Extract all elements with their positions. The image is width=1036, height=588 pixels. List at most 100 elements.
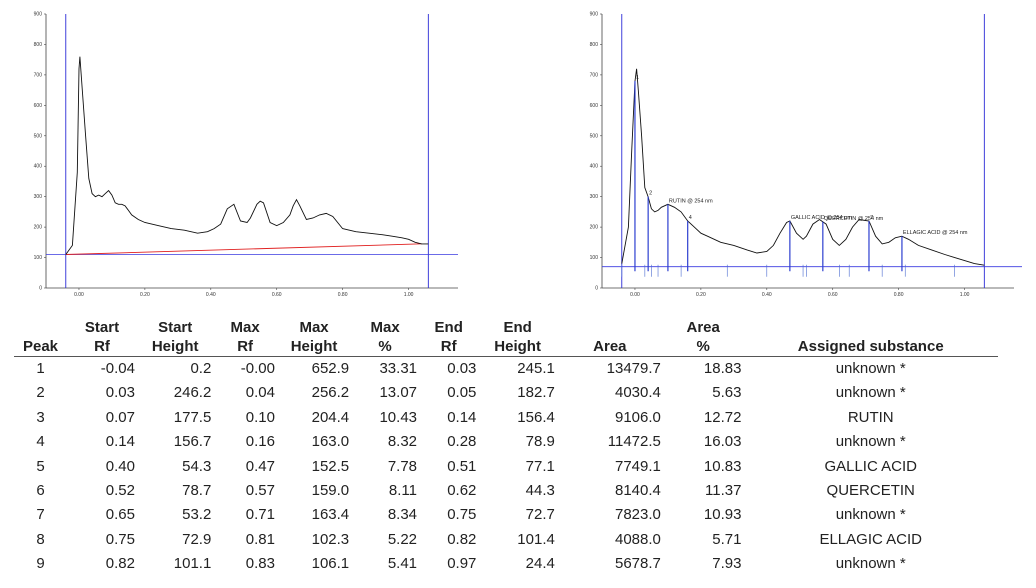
- table-cell: 0.10: [245, 408, 275, 426]
- table-cell: 101.4: [517, 530, 555, 548]
- table-cell: 256.2: [311, 384, 350, 402]
- substance-cell: RUTIN: [847, 408, 894, 426]
- table-cell: 18.83: [703, 360, 742, 377]
- table-cell: 106.1: [311, 555, 350, 573]
- table-cell: 10.43: [379, 408, 418, 426]
- table-cell: 0.16: [245, 433, 275, 451]
- peak-label: 2: [649, 191, 652, 197]
- substance-cell: unknown *: [835, 433, 906, 451]
- table-row: 4 0.14 156.7 0.16 163.0 8.32 0.28 78.9 11472.5 16…: [14, 430, 998, 454]
- table-cell: 245.1: [517, 360, 555, 377]
- table-row: 7 0.65 53.2 0.71 163.4 8.34 0.75 72.7 7823.0 10.9…: [14, 503, 998, 527]
- column-header-line: Rf: [440, 338, 457, 355]
- y-tick-label: 500: [34, 133, 43, 139]
- table-cell: 0.97: [447, 555, 477, 573]
- table-cell: 53.2: [182, 506, 212, 524]
- table-cell: 0.75: [105, 530, 135, 548]
- substance-cell: GALLIC ACID: [824, 457, 917, 475]
- table-cell: 0.40: [105, 457, 135, 475]
- y-tick-label: 0: [595, 286, 598, 292]
- y-tick-label: 400: [590, 164, 599, 170]
- table-row: 8 0.75 72.9 0.81 102.3 5.22 0.82 101.4 4088.0 5.7…: [14, 528, 998, 552]
- table-cell: 10.83: [703, 457, 742, 475]
- x-tick-label: 0.60: [272, 292, 282, 298]
- table-cell: 163.0: [311, 433, 350, 451]
- column-header-line: Height: [151, 338, 199, 355]
- series-trace: [65, 56, 429, 255]
- table-cell: 0.57: [245, 482, 275, 500]
- table-cell: 9106.0: [614, 408, 661, 426]
- table-cell: 7749.1: [614, 457, 661, 475]
- peak-table: Peak Start Rf Start Height Max Rf Max Height Max%…: [14, 318, 998, 577]
- table-cell: 0.14: [447, 408, 477, 426]
- table-row: 6 0.52 78.7 0.57 159.0 8.11 0.62 44.3 8140.4 11.3…: [14, 479, 998, 503]
- substance-cell: unknown *: [835, 384, 906, 402]
- table-cell: 652.9: [311, 360, 350, 377]
- table-cell: 0.71: [245, 506, 275, 524]
- y-tick-label: 900: [34, 12, 43, 18]
- column-header: End Height: [478, 318, 557, 357]
- table-cell: 7.93: [712, 555, 742, 573]
- column-header: Area%: [662, 318, 744, 357]
- substance-cell: unknown *: [835, 506, 906, 524]
- column-header: Max Rf: [213, 318, 277, 357]
- peak-label: GALLIC ACID @ 254 nm: [791, 215, 852, 221]
- substance-cell: ELLAGIC ACID: [819, 530, 922, 548]
- peak-label: ELLAGIC ACID @ 254 nm: [903, 230, 968, 236]
- table-cell: 11472.5: [607, 433, 661, 451]
- y-tick-label: 100: [590, 255, 599, 261]
- substance-cell: unknown *: [835, 360, 906, 377]
- table-cell: 177.5: [173, 408, 212, 426]
- table-cell: 0.03: [447, 360, 477, 377]
- peak-label: 1: [636, 75, 639, 81]
- table-row: 5 0.40 54.3 0.47 152.5 7.78 0.51 77.1 7749.1 10.8…: [14, 455, 998, 479]
- column-header: Start Rf: [67, 318, 137, 357]
- table-cell: 182.7: [517, 384, 555, 402]
- table-cell: 0.83: [245, 555, 275, 573]
- table-cell: 0.62: [447, 482, 477, 500]
- x-tick-label: 0.20: [140, 292, 150, 298]
- table-cell: 0.03: [105, 384, 135, 402]
- table-cell: 0.05: [447, 384, 477, 402]
- table-cell: 13479.7: [606, 360, 661, 377]
- column-header: Start Height: [136, 318, 214, 357]
- table-cell: 0.82: [447, 530, 477, 548]
- y-tick-label: 700: [590, 72, 599, 78]
- column-header: Assigned substance: [743, 318, 998, 357]
- x-tick-label: 0.60: [828, 292, 838, 298]
- table-cell: 7823.0: [614, 506, 661, 524]
- table-row: 1 -0.04 0.2 -0.00 652.9 33.31 0.03 245.1 13479.7…: [14, 357, 998, 382]
- table-cell: 3: [36, 408, 45, 426]
- table-cell: 72.9: [182, 530, 212, 548]
- table-cell: 152.5: [311, 457, 350, 475]
- x-tick-label: 0.40: [762, 292, 772, 298]
- table-cell: 12.72: [703, 408, 742, 426]
- table-cell: 5.41: [387, 555, 418, 573]
- table-cell: 33.31: [379, 360, 418, 377]
- table-cell: 44.3: [525, 482, 555, 500]
- column-header-line: Start: [158, 319, 193, 336]
- column-header-line: Peak: [22, 338, 59, 355]
- peak-label: 4: [689, 215, 692, 221]
- table-cell: 5.22: [387, 530, 418, 548]
- x-tick-label: 0.80: [338, 292, 348, 298]
- substance-cell: unknown *: [835, 555, 906, 573]
- x-tick-label: 0.00: [630, 292, 640, 298]
- column-header-line: Max: [299, 319, 329, 336]
- series-baseline: [65, 243, 422, 255]
- y-tick-label: 700: [34, 72, 43, 78]
- table-cell: 4: [36, 433, 45, 451]
- table-cell: 2: [36, 384, 45, 402]
- table-cell: 5.63: [712, 384, 742, 402]
- table-cell: 163.4: [311, 506, 350, 524]
- series-trace: [621, 68, 985, 266]
- table-cell: 0.04: [245, 384, 275, 402]
- x-tick-label: 1.00: [960, 292, 970, 298]
- column-header-line: Rf: [94, 338, 110, 355]
- column-header-line: [745, 318, 996, 337]
- column-header-line: [559, 318, 661, 337]
- y-tick-label: 900: [590, 12, 599, 18]
- column-header-line: Height: [494, 338, 541, 355]
- y-tick-label: 600: [590, 103, 599, 109]
- table-cell: 156.7: [173, 433, 212, 451]
